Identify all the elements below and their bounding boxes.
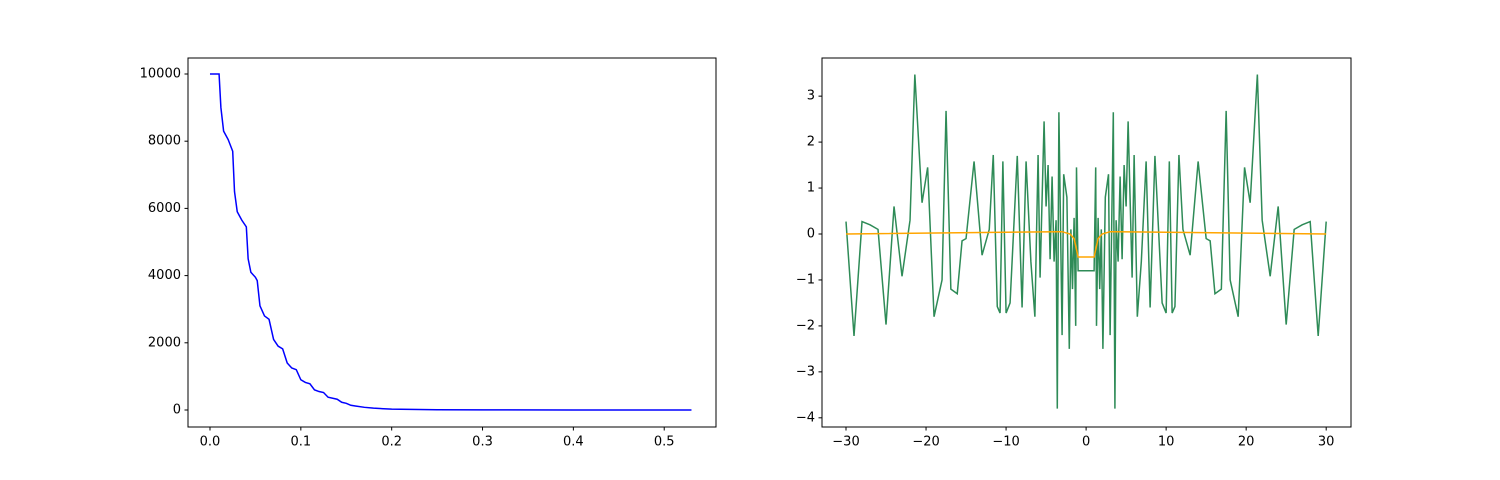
x-tick-label: 0.1 [290,435,311,450]
data-line [845,74,1327,409]
y-tick-label: 3 [807,89,815,104]
data-line [846,230,1327,258]
x-tick-label: −10 [992,435,1019,450]
y-tick-label: −1 [796,272,815,287]
y-tick-label: −2 [796,318,815,333]
y-tick-label: 0 [807,226,815,241]
x-tick-label: 0.2 [381,435,402,450]
y-tick-label: 4000 [148,268,181,283]
axes-frame [821,57,1352,428]
x-tick-label: 20 [1238,435,1255,450]
y-tick-label: −4 [796,410,815,425]
x-tick-label: 0.5 [654,435,675,450]
y-tick-label: 1 [807,181,815,196]
y-tick-label: 6000 [148,201,181,216]
x-tick-label: 0.0 [200,435,221,450]
y-tick-label: 10000 [140,66,181,81]
y-tick-label: 2000 [148,335,181,350]
x-tick-label: 30 [1318,435,1335,450]
y-tick-label: 8000 [148,134,181,149]
x-tick-label: −20 [912,435,939,450]
x-tick-label: −30 [832,435,859,450]
axes-frame [187,57,717,428]
x-tick-label: 0 [1082,435,1090,450]
y-tick-label: −3 [796,364,815,379]
x-tick-label: 0.4 [563,435,584,450]
x-tick-label: 10 [1158,435,1175,450]
data-line [209,73,692,411]
y-tick-label: 0 [173,402,181,417]
y-tick-label: 2 [807,135,815,150]
x-tick-label: 0.3 [472,435,493,450]
